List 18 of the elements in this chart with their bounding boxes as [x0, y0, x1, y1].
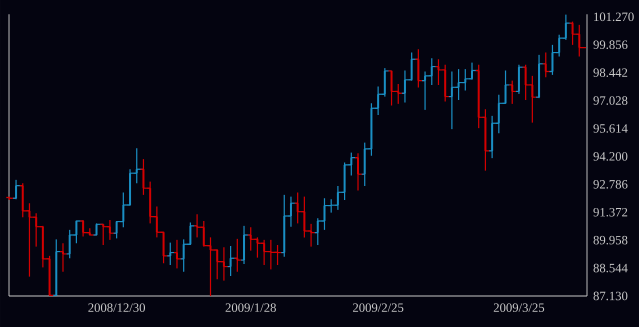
x-tick-label: 2009/2/25	[353, 303, 404, 312]
x-tick-label: 2008/12/30	[88, 303, 146, 312]
y-tick-label: 95.614	[593, 124, 628, 133]
candlestick	[79, 219, 90, 238]
y-tick-label: 99.856	[593, 40, 628, 50]
y-tick-label: 94.200	[593, 152, 628, 161]
x-tick-label: 2009/3/25	[494, 303, 544, 312]
candlestick	[448, 70, 460, 130]
y-tick-label: 92.786	[593, 180, 628, 189]
y-tick-label: 89.958	[594, 236, 628, 244]
y-tick-label: 87.130	[594, 292, 628, 300]
y-tick-label: 101.270	[594, 12, 634, 22]
y-tick-label: 98.442	[593, 68, 628, 77]
y-tick-label: 97.028	[593, 96, 628, 105]
y-tick-label: 91.372	[593, 208, 628, 217]
candlestick	[280, 194, 292, 258]
y-tick-label: 88.544	[594, 264, 628, 272]
x-tick-label: 2009/1/28	[226, 303, 276, 312]
